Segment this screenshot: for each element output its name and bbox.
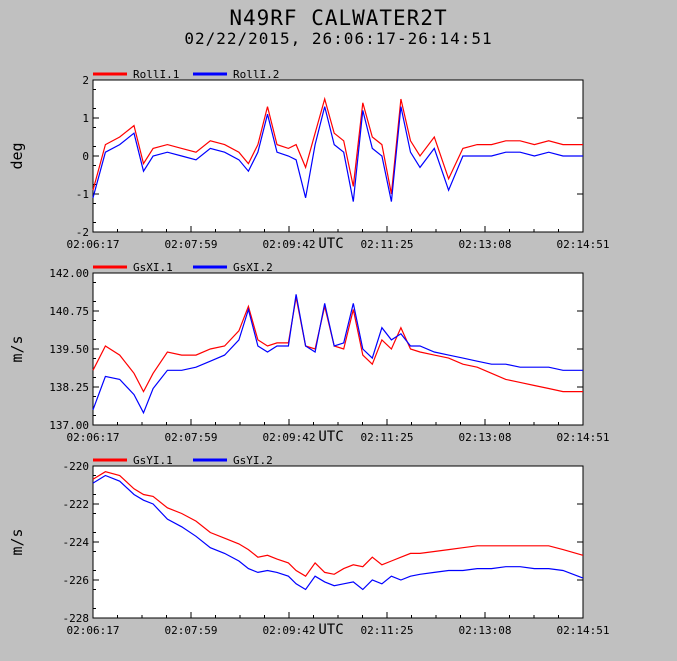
series-line-GsYI.2 [92,474,584,591]
y-tick-label: 142.00 [49,267,89,280]
plot-area-1 [92,79,584,233]
y-tick-label: 138.25 [49,381,89,394]
series-line-GsYI.1 [92,471,584,577]
x-axis-label: UTC [318,622,343,638]
x-tick-label: 02:09:42 [263,431,316,444]
x-tick-label: 02:07:59 [165,431,218,444]
y-tick-label: 1 [82,112,89,125]
x-tick-label: 02:13:08 [459,624,512,637]
x-tick-label: 02:06:17 [67,238,120,251]
series-line-RollI.1 [92,96,583,195]
x-tick-label: 02:07:59 [165,238,218,251]
y-axis-label: m/s [8,335,26,362]
y-tick-label: -226 [63,574,90,587]
x-tick-label: 02:13:08 [459,431,512,444]
x-tick-label: 02:11:25 [361,238,414,251]
plot-area-2 [92,272,584,426]
x-tick-label: 02:06:17 [67,431,120,444]
legend-label-2: RollI.2 [233,68,279,81]
y-axis-label: deg [8,142,26,169]
x-tick-label: 02:09:42 [263,624,316,637]
x-tick-label: 02:13:08 [459,238,512,251]
y-tick-label: 2 [82,74,89,87]
y-tick-label: 140.75 [49,305,89,318]
x-tick-label: 02:14:51 [557,624,610,637]
x-tick-label: 02:14:51 [557,431,610,444]
y-tick-label: 0 [82,150,89,163]
legend-label-1: RollI.1 [133,68,179,81]
y-tick-label: -2 [76,226,89,239]
x-tick-label: 02:06:17 [67,624,120,637]
series-line-RollI.2 [92,106,583,202]
y-tick-label: -1 [76,188,89,201]
chart-subtitle: 02/22/2015, 26:06:17-26:14:51 [184,29,493,48]
x-tick-label: 02:11:25 [361,431,414,444]
y-tick-label: -228 [63,612,90,625]
y-tick-label: -220 [63,460,90,473]
x-tick-label: 02:09:42 [263,238,316,251]
chart-title: N49RF CALWATER2T [229,6,448,30]
y-axis-label: m/s [8,528,26,555]
legend-label-2: GsYI.2 [233,454,273,467]
legend-label-2: GsXI.2 [233,261,273,274]
y-tick-label: 139.50 [49,343,89,356]
x-tick-label: 02:07:59 [165,624,218,637]
x-tick-label: 02:14:51 [557,238,610,251]
series-line-GsXI.2 [92,294,583,415]
legend-label-1: GsXI.1 [133,261,173,274]
x-axis-label: UTC [318,236,343,252]
x-tick-label: 02:11:25 [361,624,414,637]
y-tick-label: 137.00 [49,419,89,432]
plot-area-3 [92,465,584,619]
y-tick-label: -222 [63,498,90,511]
y-tick-label: -224 [63,536,90,549]
legend-label-1: GsYI.1 [133,454,173,467]
x-axis-label: UTC [318,429,343,445]
